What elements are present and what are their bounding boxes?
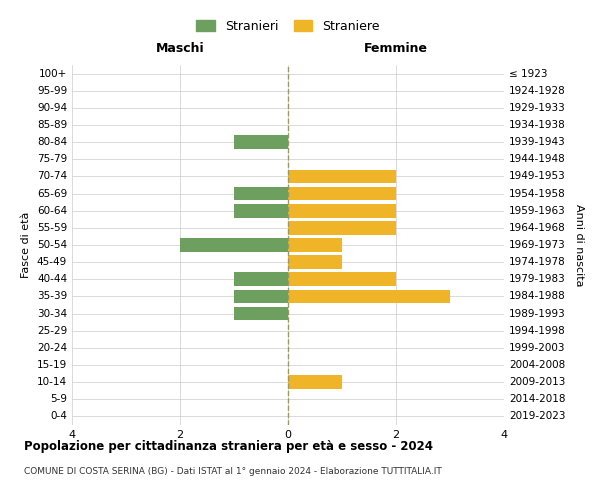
- Bar: [288, 238, 342, 252]
- Bar: [234, 186, 288, 200]
- Bar: [234, 272, 288, 286]
- Bar: [288, 221, 396, 234]
- Bar: [288, 170, 396, 183]
- Bar: [234, 290, 288, 304]
- Y-axis label: Anni di nascita: Anni di nascita: [574, 204, 584, 286]
- Text: COMUNE DI COSTA SERINA (BG) - Dati ISTAT al 1° gennaio 2024 - Elaborazione TUTTI: COMUNE DI COSTA SERINA (BG) - Dati ISTAT…: [24, 468, 442, 476]
- Text: Popolazione per cittadinanza straniera per età e sesso - 2024: Popolazione per cittadinanza straniera p…: [24, 440, 433, 453]
- Text: Femmine: Femmine: [364, 42, 428, 54]
- Bar: [288, 376, 342, 389]
- Bar: [180, 238, 288, 252]
- Bar: [288, 272, 396, 286]
- Legend: Stranieri, Straniere: Stranieri, Straniere: [190, 14, 386, 39]
- Bar: [288, 256, 342, 269]
- Bar: [234, 204, 288, 218]
- Bar: [234, 306, 288, 320]
- Bar: [288, 186, 396, 200]
- Bar: [288, 204, 396, 218]
- Text: Maschi: Maschi: [155, 42, 205, 54]
- Bar: [288, 290, 450, 304]
- Y-axis label: Fasce di età: Fasce di età: [22, 212, 31, 278]
- Bar: [234, 136, 288, 149]
